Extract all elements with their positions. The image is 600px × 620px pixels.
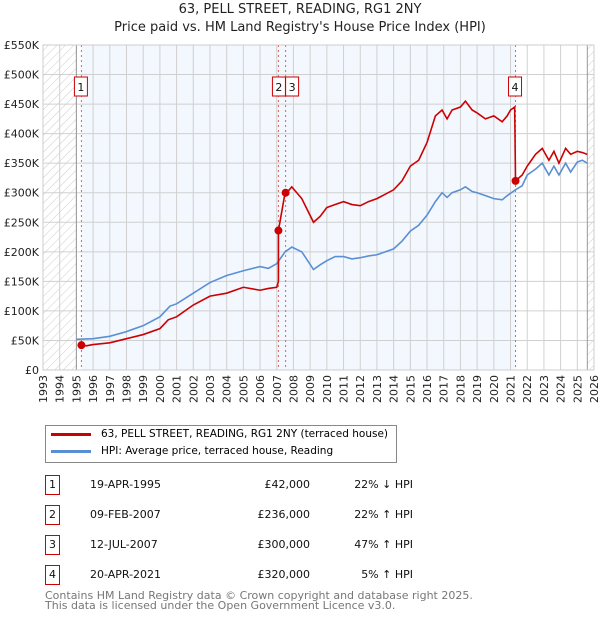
x-tick-label: 2014 [388, 375, 401, 403]
sale-label-box [73, 76, 88, 97]
sale-date: 20-APR-2021 [90, 568, 162, 581]
x-tick-label: 2018 [454, 375, 467, 403]
x-tick-label: 2023 [538, 375, 551, 403]
x-tick-label: 2024 [555, 375, 568, 403]
footer-licence: This data is licensed under the Open Gov… [45, 599, 396, 612]
sale-label: 3 [289, 81, 296, 94]
x-tick-label: 1998 [120, 375, 133, 403]
x-tick-label: 2006 [254, 375, 267, 403]
sale-point [511, 176, 520, 185]
x-tick-label: 2017 [438, 375, 451, 403]
footer-copyright: Contains HM Land Registry data © Crown c… [45, 589, 473, 602]
sale-label-box [508, 76, 523, 97]
sales-table-row: 3 12-JUL-2007 £300,000 47% ↑ HPI [45, 535, 413, 555]
sale-hpi-diff: 5% ↑ HPI [361, 568, 413, 581]
sale-label: 2 [275, 81, 282, 94]
sale-hpi-diff: 22% ↑ HPI [354, 508, 413, 521]
y-tick-label: £250K [4, 216, 40, 229]
x-tick-label: 2002 [187, 375, 200, 403]
chart-subtitle: Price paid vs. HM Land Registry's House … [114, 20, 486, 35]
x-tick-label: 2015 [404, 375, 417, 403]
legend-label-hpi: HPI: Average price, terraced house, Read… [101, 445, 334, 457]
sale-date: 09-FEB-2007 [90, 508, 161, 521]
hpi-line [76, 159, 588, 341]
no-data-hatch-right [587, 45, 594, 370]
x-tick-label: 1997 [104, 375, 117, 403]
x-tick-label: 2004 [221, 375, 234, 403]
sales-table-row: 2 09-FEB-2007 £236,000 22% ↑ HPI [45, 505, 413, 525]
x-tick-label: 2026 [588, 375, 600, 403]
x-tick-label: 2021 [505, 375, 518, 403]
property-price-line [81, 99, 588, 347]
sale-point [281, 188, 290, 197]
sales-table-row: 4 20-APR-2021 £320,000 5% ↑ HPI [45, 565, 413, 585]
x-tick-label: 2025 [571, 375, 584, 403]
sale-date: 12-JUL-2007 [90, 538, 158, 551]
sale-number-badge: 4 [45, 565, 60, 585]
x-tick-label: 2013 [371, 375, 384, 403]
legend-swatch-property [51, 432, 91, 436]
x-tick-label: 1995 [70, 375, 83, 403]
sale-price: £42,000 [264, 478, 311, 491]
x-tick-label: 2008 [287, 375, 300, 403]
sale-label-box [285, 76, 300, 97]
x-tick-label: 2010 [321, 375, 334, 403]
x-tick-label: 2011 [338, 375, 351, 403]
x-tick-label: 2007 [271, 375, 284, 403]
x-tick-label: 2020 [488, 375, 501, 403]
price-chart: 1993 1994 1995 1996 1997 1998 1999 2000 2001 2002… [4, 39, 600, 403]
sale-hpi-diff: 22% ↓ HPI [354, 478, 413, 491]
chart-title: 63, PELL STREET, READING, RG1 2NY [178, 2, 422, 17]
x-tick-label: 1999 [137, 375, 150, 403]
x-tick-label: 2022 [521, 375, 534, 403]
x-tick-label: 2009 [304, 375, 317, 403]
x-tick-label: 2003 [204, 375, 217, 403]
y-tick-label: £150K [4, 275, 40, 288]
sale-number-badge: 2 [45, 505, 60, 525]
y-tick-label: £300K [4, 187, 40, 200]
x-tick-label: 2000 [154, 375, 167, 403]
y-tick-label: £100K [4, 305, 40, 318]
sale-hpi-diff: 47% ↑ HPI [354, 538, 413, 551]
y-tick-label: £0 [25, 364, 39, 377]
legend-swatch-hpi [51, 449, 91, 453]
y-tick-label: £550K [4, 39, 40, 52]
sale-price: £320,000 [257, 568, 311, 581]
y-tick-label: £400K [4, 128, 40, 141]
y-tick-label: £450K [4, 98, 40, 111]
chart-legend: 63, PELL STREET, READING, RG1 2NY (terra… [45, 425, 397, 463]
plot-border [42, 44, 595, 371]
x-tick-label: 2019 [471, 375, 484, 403]
sale-number-badge: 3 [45, 535, 60, 555]
y-tick-label: £350K [4, 157, 40, 170]
y-tick-label: £500K [4, 69, 40, 82]
y-tick-label: £200K [4, 246, 40, 259]
x-tick-label: 2001 [171, 375, 184, 403]
sale-number-badge: 1 [45, 475, 60, 495]
x-tick-label: 2012 [354, 375, 367, 403]
x-tick-label: 2016 [421, 375, 434, 403]
sales-table-row: 1 19-APR-1995 £42,000 22% ↓ HPI [45, 475, 413, 495]
x-tick-label: 1996 [87, 375, 100, 403]
sale-label: 1 [77, 81, 84, 94]
legend-label-property: 63, PELL STREET, READING, RG1 2NY (terra… [101, 428, 389, 440]
x-tick-label: 1993 [37, 375, 50, 403]
sale-price: £236,000 [257, 508, 311, 521]
x-tick-label: 2005 [237, 375, 250, 403]
sale-price: £300,000 [257, 538, 311, 551]
sale-label: 4 [512, 81, 519, 94]
sale-date: 19-APR-1995 [90, 478, 162, 491]
sale-point [274, 226, 283, 235]
sale-point [77, 341, 86, 350]
x-tick-label: 1994 [54, 375, 67, 403]
y-tick-label: £50K [11, 334, 40, 347]
ownership-shade [81, 45, 516, 370]
